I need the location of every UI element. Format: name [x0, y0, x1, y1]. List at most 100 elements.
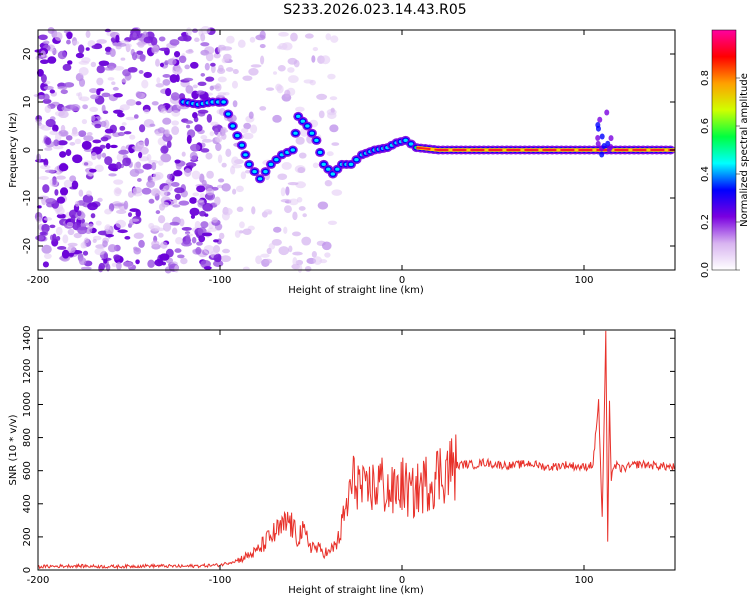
spectrogram-noise-blob	[78, 78, 86, 87]
spectrogram-noise-blob	[41, 244, 52, 254]
spectrogram-noise-blob	[316, 93, 328, 101]
spectrogram-noise-blob	[303, 79, 314, 84]
snr-line	[37, 330, 676, 570]
spectrogram-noise-blob	[159, 62, 165, 68]
spectrogram-noise-blob	[184, 64, 191, 70]
spectrogram-noise-blob	[44, 147, 53, 151]
colorbar-gradient	[712, 30, 736, 270]
spectrogram-noise-blob	[121, 122, 127, 126]
spectrogram-ridge-core	[290, 148, 295, 152]
spectrogram-noise-blob	[92, 147, 103, 153]
spectrogram-noise-blob	[221, 132, 227, 140]
spectrogram-noise-blob	[311, 250, 317, 258]
spectrogram-noise-blob	[56, 206, 65, 215]
spectrogram-noise-blob	[214, 196, 221, 206]
spectrogram-noise-blob	[200, 148, 210, 153]
spectrogram-noise-blob	[91, 44, 103, 50]
spectrogram-noise-blob	[287, 67, 295, 73]
spectrogram-noise-blob	[171, 182, 180, 187]
spectrogram-noise-blob	[174, 265, 179, 273]
spectrogram-noise-blob	[301, 236, 312, 246]
spectrogram-noise-blob	[73, 232, 82, 239]
spectrogram-noise-blob	[92, 139, 102, 144]
spectrogram-noise-blob	[148, 159, 159, 165]
snr-y-tick-label: 200	[22, 527, 33, 546]
spectrogram-noise-blob	[331, 142, 340, 146]
spectrogram-noise-blob	[160, 188, 168, 198]
spectrogram-noise-blob	[226, 35, 235, 44]
spectrogram-noise-blob	[184, 120, 194, 124]
spectrogram-noise-blob	[298, 206, 306, 211]
spectrogram-noise-blob	[49, 224, 56, 229]
spectrogram-noise-blob	[52, 233, 57, 242]
spectrogram-noise-blob	[165, 179, 173, 186]
spectrogram-noise-blob	[101, 152, 107, 158]
spectrogram-noise-blob	[138, 239, 145, 248]
spectrogram-noise-blob	[113, 66, 125, 71]
spectrogram-ridge-core	[354, 158, 359, 162]
snr-y-axis: 0 200 400 600 800 1000 1200 1400	[22, 326, 675, 573]
spectrogram-noise-blob	[109, 48, 116, 58]
spectrogram-noise-blob	[189, 151, 198, 161]
spectrogram-noise-blob	[295, 136, 305, 145]
spectrogram-noise-blob	[105, 263, 111, 272]
spectrogram-noise-blob	[166, 140, 172, 149]
spectrogram-noise-blob	[52, 176, 57, 186]
spectrogram-x-axis: -200 -100 0 100	[27, 30, 594, 286]
spectrogram-noise-blob	[40, 59, 49, 65]
spectrogram-noise-blob	[273, 226, 282, 233]
spectrogram-noise-blob	[313, 256, 323, 265]
spectrogram-noise-blob	[116, 261, 122, 271]
spectrogram-noise-blob	[185, 234, 191, 244]
spectrogram-noise-blob	[311, 55, 316, 63]
spectrogram-noise-blob	[43, 217, 53, 221]
spectrogram-noise-blob	[213, 128, 219, 136]
spectrogram-noise-blob	[160, 153, 172, 163]
spectrogram-noise-blob	[155, 210, 161, 215]
spectrogram-noise-blob	[153, 172, 164, 180]
spectrogram-noise-blob	[172, 227, 178, 235]
spectrogram-noise-blob	[94, 164, 104, 173]
spectrogram-noise-blob	[129, 134, 136, 140]
spectrogram-disturbance-blob	[595, 140, 601, 147]
spectrogram-noise-blob	[330, 107, 335, 114]
spectrogram-noise-blob	[171, 125, 180, 136]
colorbar: 0.0 0.2 0.4 0.6 0.8 Normalized spectral ampl…	[700, 29, 750, 278]
spectrogram-noise-blob	[151, 44, 160, 55]
spectrogram-noise-blob	[304, 265, 312, 272]
spectrogram-noise-blob	[297, 263, 303, 273]
spectrogram-noise-blob	[244, 169, 251, 174]
spectrogram-noise-blob	[220, 127, 227, 131]
spectrogram-noise-blob	[119, 104, 130, 111]
spectrogram-noise-blob	[76, 92, 81, 97]
spectrogram-noise-blob	[318, 110, 325, 119]
spectrogram-noise-blob	[174, 193, 181, 200]
snr-y-label: SNR (10 * v/v)	[8, 414, 19, 485]
spectrogram-noise-blob	[215, 142, 222, 152]
spectrogram-noise-blob	[297, 167, 306, 174]
spectrogram-noise-blob	[68, 252, 75, 257]
spectrogram-noise-blob	[211, 217, 219, 223]
spectrogram-noise-blob	[186, 124, 191, 129]
spectrogram-noise-blob	[216, 67, 226, 74]
spectrogram-noise-blob	[141, 79, 149, 89]
spectrogram-ridge-strong-red	[416, 146, 675, 151]
spectrogram-noise-blob	[141, 187, 152, 195]
spectrogram-noise-blob	[162, 222, 172, 232]
spectrogram-disturbance-blob	[599, 133, 605, 140]
spectrogram-noise-blob	[192, 112, 198, 119]
spectrogram-noise-blob	[194, 124, 203, 132]
spectrogram-y-tick-label: -10	[22, 190, 33, 206]
spectrogram-noise-blob	[157, 215, 166, 224]
spectrogram-noise-blob	[75, 52, 84, 59]
spectrogram-noise-blob	[74, 138, 82, 145]
spectrogram-noise-blob	[35, 235, 45, 241]
spectrogram-noise-blob	[196, 90, 205, 95]
spectrogram-noise-blob	[139, 54, 146, 62]
spectrogram-noise-blob	[111, 262, 117, 267]
spectrogram-noise-blob	[312, 162, 319, 169]
spectrogram-noise-blob	[320, 55, 331, 65]
spectrogram-noise-blob	[56, 236, 61, 241]
spectrogram-ridge-core	[293, 131, 298, 135]
spectrogram-noise-blob	[123, 200, 129, 210]
